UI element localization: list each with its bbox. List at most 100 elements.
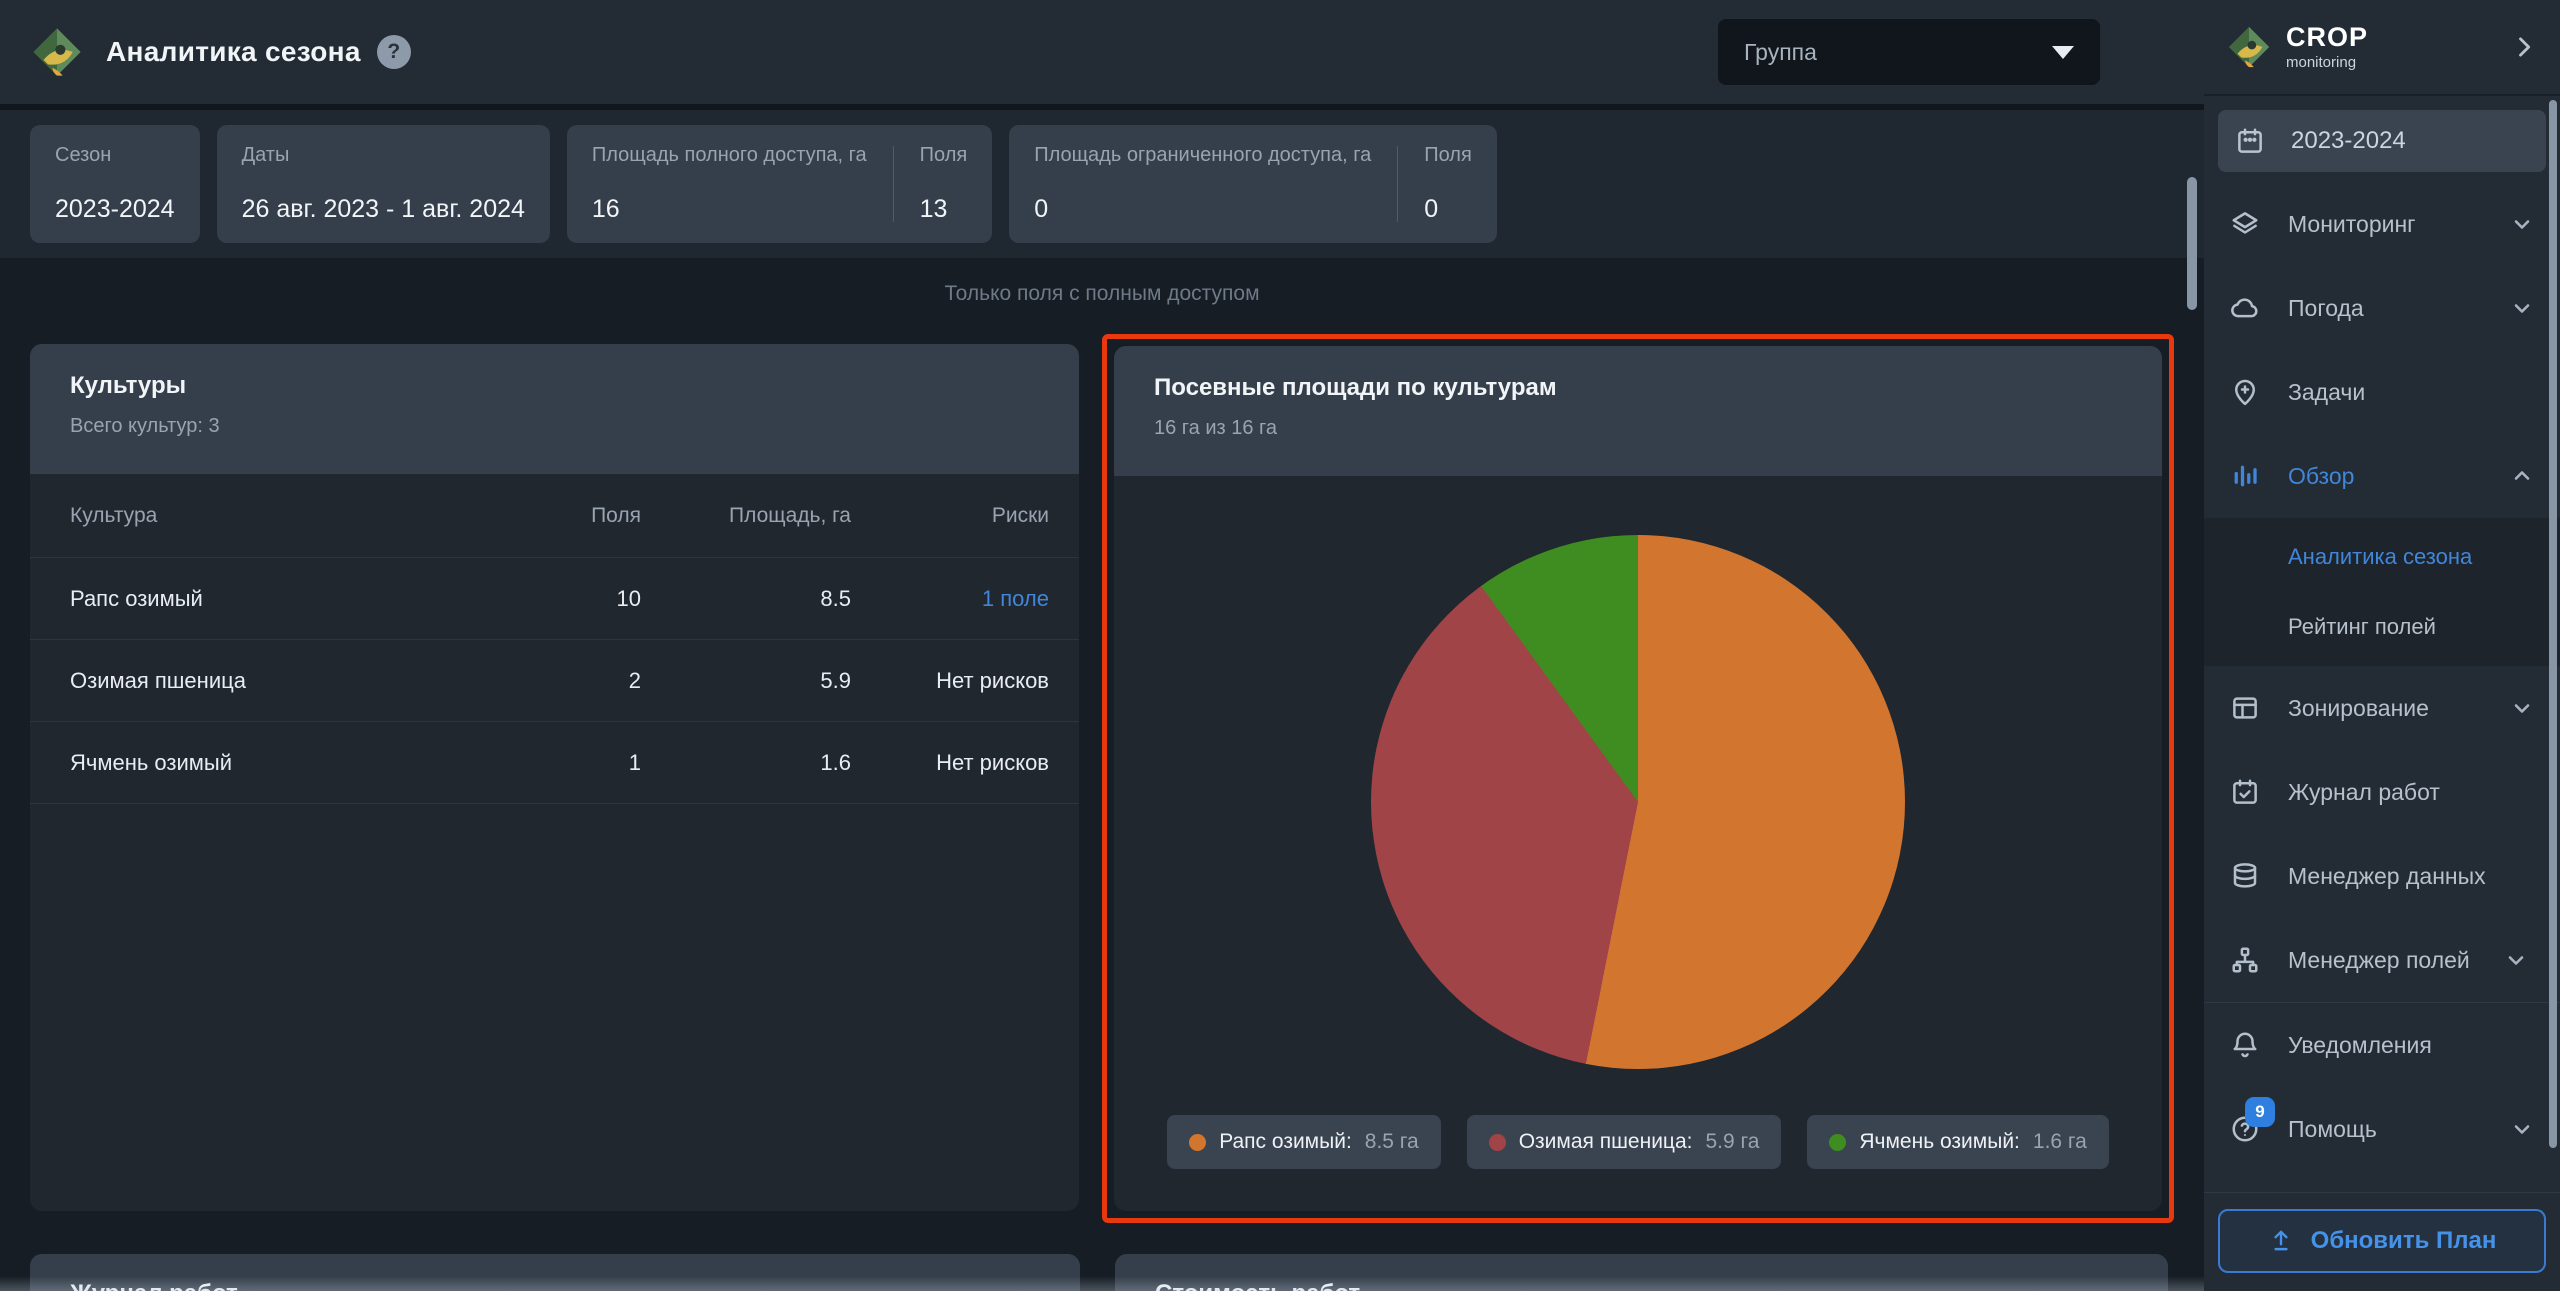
group-dropdown[interactable]: Группа <box>1718 19 2100 85</box>
chip-divider <box>1397 146 1399 222</box>
top-header: Аналитика сезона ? Группа <box>0 0 2204 104</box>
content-area: Только поля с полным доступом Культуры В… <box>0 258 2204 1291</box>
chart-legend: Рапс озимый: 8.5 га Озимая пшеница: 5.9 … <box>1167 1115 2109 1169</box>
update-plan-label: Обновить План <box>2310 1227 2497 1254</box>
chip-label: Поля <box>919 144 968 166</box>
cultures-card-subtitle: Всего культур: 3 <box>70 415 220 437</box>
legend-item-raps[interactable]: Рапс озимый: 8.5 га <box>1167 1115 1441 1169</box>
chip-label: Поля <box>1424 144 1472 166</box>
chevron-down-icon <box>2052 45 2074 59</box>
legend-label: Озимая пшеница: <box>1518 1130 1693 1153</box>
sidebar-brand: CROP monitoring <box>2204 0 2560 96</box>
col-area: Площадь, га <box>729 503 851 527</box>
sidebar-item-weather[interactable]: Погода <box>2204 266 2560 350</box>
cell-risks: Нет рисков <box>936 749 1049 775</box>
work-log-card: Журнал работ <box>30 1254 1080 1291</box>
main-scrollbar-thumb[interactable] <box>2187 177 2197 310</box>
bottom-cards-row: Журнал работ Стоимость работ <box>30 1254 2174 1291</box>
sidebar-item-help[interactable]: 9 Помощь <box>2204 1087 2560 1171</box>
sidebar-item-label: Обзор <box>2288 462 2355 489</box>
help-count-badge: 9 <box>2245 1097 2275 1127</box>
chevron-down-icon <box>2510 1117 2534 1141</box>
table-row: Озимая пшеница 2 5.9 Нет рисков <box>30 640 1079 722</box>
sidebar-season-selector[interactable]: 2023-2024 <box>2218 110 2546 172</box>
brand-logo-icon <box>2228 26 2270 68</box>
chevron-down-icon <box>2510 212 2534 236</box>
chart-body: Рапс озимый: 8.5 га Озимая пшеница: 5.9 … <box>1114 476 2162 1211</box>
legend-label: Рапс озимый: <box>1219 1130 1352 1153</box>
dates-chip: Даты 26 авг. 2023 - 1 авг. 2024 <box>216 125 550 243</box>
chip-value: 0 <box>1034 195 1049 223</box>
sidebar-item-label: Мониторинг <box>2288 210 2416 237</box>
submenu-item-season-analytics[interactable]: Аналитика сезона <box>2288 544 2473 569</box>
sidebar-item-overview[interactable]: Обзор <box>2204 434 2560 518</box>
sidebar-item-label: Зонирование <box>2288 694 2429 721</box>
sidebar-item-field-manager[interactable]: Менеджер полей <box>2204 918 2560 1002</box>
legend-item-wheat[interactable]: Озимая пшеница: 5.9 га <box>1466 1115 1782 1169</box>
cloud-icon <box>2230 293 2260 323</box>
sown-area-chart-card: Посевные площади по культурам 16 га из 1… <box>1114 346 2162 1211</box>
chip-label: Сезон <box>55 144 112 166</box>
chevron-down-icon <box>2504 948 2528 972</box>
chip-label: Площадь полного доступа, га <box>591 144 867 166</box>
header-divider <box>0 104 2204 110</box>
sidebar-item-data-manager[interactable]: Менеджер данных <box>2204 834 2560 918</box>
bar-chart-icon <box>2230 461 2260 491</box>
legend-value: 5.9 га <box>1705 1130 1760 1153</box>
bell-icon <box>2230 1030 2260 1060</box>
sidebar-item-label: Журнал работ <box>2288 778 2440 805</box>
sidebar-item-notifications[interactable]: Уведомления <box>2204 1003 2560 1087</box>
chip-label: Даты <box>241 144 290 166</box>
sidebar-item-label: Менеджер данных <box>2288 862 2486 889</box>
calendar-icon <box>2235 126 2265 156</box>
sidebar-item-tasks[interactable]: Задачи <box>2204 350 2560 434</box>
sidebar-item-monitoring[interactable]: Мониторинг <box>2204 182 2560 266</box>
cell-culture: Рапс озимый <box>70 585 203 611</box>
work-cost-card-title: Стоимость работ <box>1155 1280 2128 1291</box>
submenu-item-field-rating[interactable]: Рейтинг полей <box>2288 614 2436 639</box>
cultures-card: Культуры Всего культур: 3 Культура Поля … <box>30 344 1079 1211</box>
legend-dot-green <box>1829 1133 1847 1151</box>
update-plan-button[interactable]: Обновить План <box>2218 1209 2546 1273</box>
upload-icon <box>2274 1230 2288 1251</box>
chart-card-subtitle: 16 га из 16 га <box>1154 417 1278 439</box>
hierarchy-icon <box>2230 945 2260 975</box>
legend-value: 8.5 га <box>1364 1130 1419 1153</box>
sidebar-item-work-log[interactable]: Журнал работ <box>2204 750 2560 834</box>
sidebar: CROP monitoring 2023-2024 Мониторинг <box>2204 0 2560 1291</box>
legend-dot-orange <box>1189 1133 1207 1151</box>
chip-label: Площадь ограниченного доступа, га <box>1034 144 1372 166</box>
chip-value: 13 <box>919 195 948 223</box>
sidebar-season-label: 2023-2024 <box>2291 127 2406 154</box>
app-logo-icon <box>33 28 81 76</box>
chip-value: 0 <box>1424 195 1439 223</box>
access-caption: Только поля с полным доступом <box>944 282 1260 305</box>
chevron-down-icon <box>2510 696 2534 720</box>
work-cost-card: Стоимость работ <box>1115 1254 2168 1291</box>
sidebar-collapse-button[interactable] <box>2510 33 2538 61</box>
cultures-card-header: Культуры Всего культур: 3 <box>30 344 1079 474</box>
brand-name: CROP <box>2286 21 2369 52</box>
cultures-card-title: Культуры <box>70 372 187 399</box>
sidebar-footer: Обновить План <box>2204 1192 2560 1291</box>
cell-risks: Нет рисков <box>936 667 1049 693</box>
map-pin-plus-icon <box>2230 377 2260 407</box>
sidebar-menu: 2023-2024 Мониторинг Погода <box>2204 96 2560 1192</box>
col-culture: Культура <box>70 503 158 527</box>
sidebar-item-label: Помощь <box>2288 1115 2377 1142</box>
chevron-up-icon <box>2510 464 2534 488</box>
help-icon[interactable]: ? <box>376 35 411 69</box>
col-fields: Поля <box>591 503 641 527</box>
risk-field-link[interactable]: 1 поле <box>981 585 1049 611</box>
season-chip: Сезон 2023-2024 <box>30 125 200 243</box>
sidebar-scrollbar-thumb[interactable] <box>2549 100 2557 1148</box>
sidebar-item-zoning[interactable]: Зонирование <box>2204 666 2560 750</box>
chip-divider <box>892 146 894 222</box>
sidebar-item-label: Уведомления <box>2288 1031 2432 1058</box>
chevron-right-icon <box>2519 37 2531 57</box>
pie-chart[interactable] <box>1371 535 1905 1069</box>
legend-item-barley[interactable]: Ячмень озимый: 1.6 га <box>1807 1115 2109 1169</box>
season-info-bar: Сезон 2023-2024 Даты 26 авг. 2023 - 1 ав… <box>0 110 2204 258</box>
cell-area: 1.6 <box>820 749 851 775</box>
